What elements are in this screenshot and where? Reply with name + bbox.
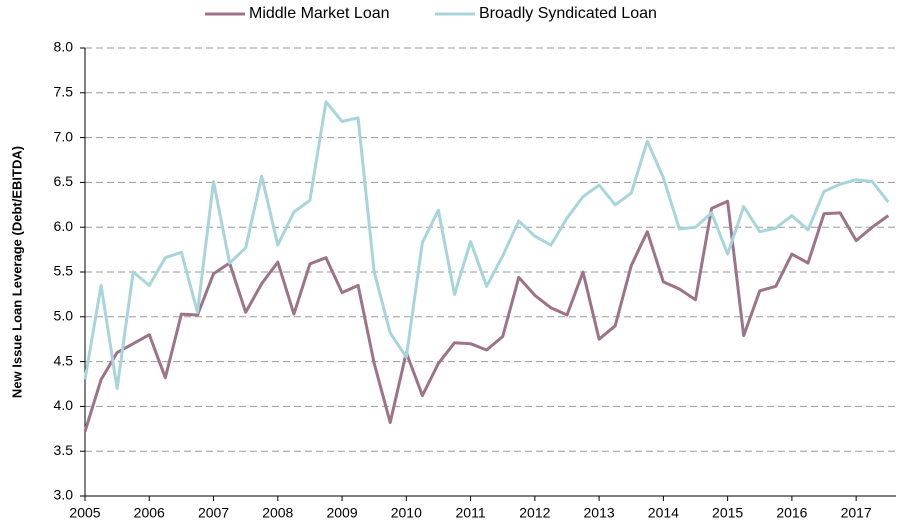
y-tick-label: 5.0 (54, 308, 74, 324)
y-tick-label: 6.0 (54, 218, 74, 234)
y-tick-label: 3.5 (54, 442, 74, 458)
series-line (83, 100, 890, 390)
y-tick-label: 6.5 (54, 173, 74, 189)
y-axis-label: New Issue Loan Leverage (Debt/EBITDA) (9, 146, 24, 398)
x-tick-label: 2011 (456, 505, 486, 521)
x-tick-label: 2010 (391, 505, 422, 521)
y-tick-label: 8.0 (54, 39, 74, 55)
x-tick-label: 2012 (519, 505, 550, 521)
x-tick-label: 2007 (198, 505, 229, 521)
legend-label: Broadly Syndicated Loan (479, 5, 657, 22)
x-tick-label: 2009 (326, 505, 357, 521)
legend-label: Middle Market Loan (249, 5, 390, 22)
x-tick-label: 2008 (262, 505, 293, 521)
x-tick-label: 2017 (841, 505, 872, 521)
y-tick-label: 4.5 (54, 352, 74, 368)
x-tick-label: 2014 (648, 505, 679, 521)
x-tick-label: 2005 (69, 505, 100, 521)
series-line (83, 199, 890, 432)
y-tick-label: 3.0 (54, 487, 74, 503)
y-tick-label: 5.5 (54, 263, 74, 279)
x-tick-label: 2013 (584, 505, 615, 521)
x-tick-label: 2015 (712, 505, 743, 521)
y-tick-label: 7.0 (54, 128, 74, 144)
x-tick-label: 2006 (134, 505, 165, 521)
x-tick-label: 2016 (776, 505, 807, 521)
y-tick-label: 4.0 (54, 397, 74, 413)
y-tick-label: 7.5 (54, 84, 74, 100)
